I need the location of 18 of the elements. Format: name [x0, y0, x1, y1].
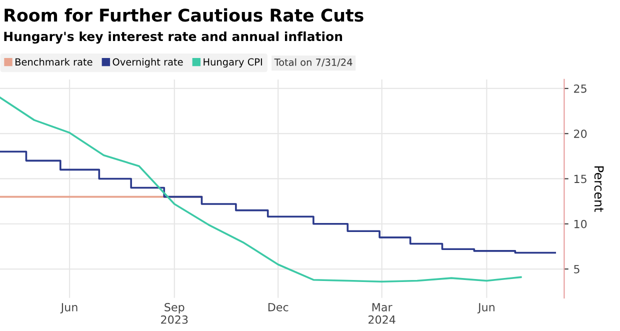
y-axis-title: Percent — [594, 166, 604, 212]
y-tick-label: 5 — [574, 265, 580, 274]
legend-label: Hungary CPI — [204, 58, 262, 68]
x-tick-label: Dec — [268, 303, 288, 312]
y-tick-label: 10 — [574, 220, 587, 228]
chart-title: Room for Further Cautious Rate Cuts — [4, 8, 364, 22]
line-series — [0, 96, 522, 283]
legend-label: Overnight rate — [112, 58, 183, 68]
text: Total on 7/31/24 — [274, 58, 352, 67]
x-tick-label: Sep 2023 — [161, 302, 188, 324]
x-tick-label: Mar 2024 — [368, 303, 396, 324]
legend-label: Benchmark rate — [16, 58, 92, 66]
chart-subtitle: Hungary's key interest rate and annual inflation — [4, 31, 342, 44]
y-tick-label: 20 — [574, 130, 587, 138]
x-tick-label: Jun — [60, 303, 78, 314]
y-tick-label: 25 — [574, 84, 586, 93]
y-tick-label: 15 — [574, 174, 586, 184]
x-tick-label: Jun — [477, 303, 494, 314]
